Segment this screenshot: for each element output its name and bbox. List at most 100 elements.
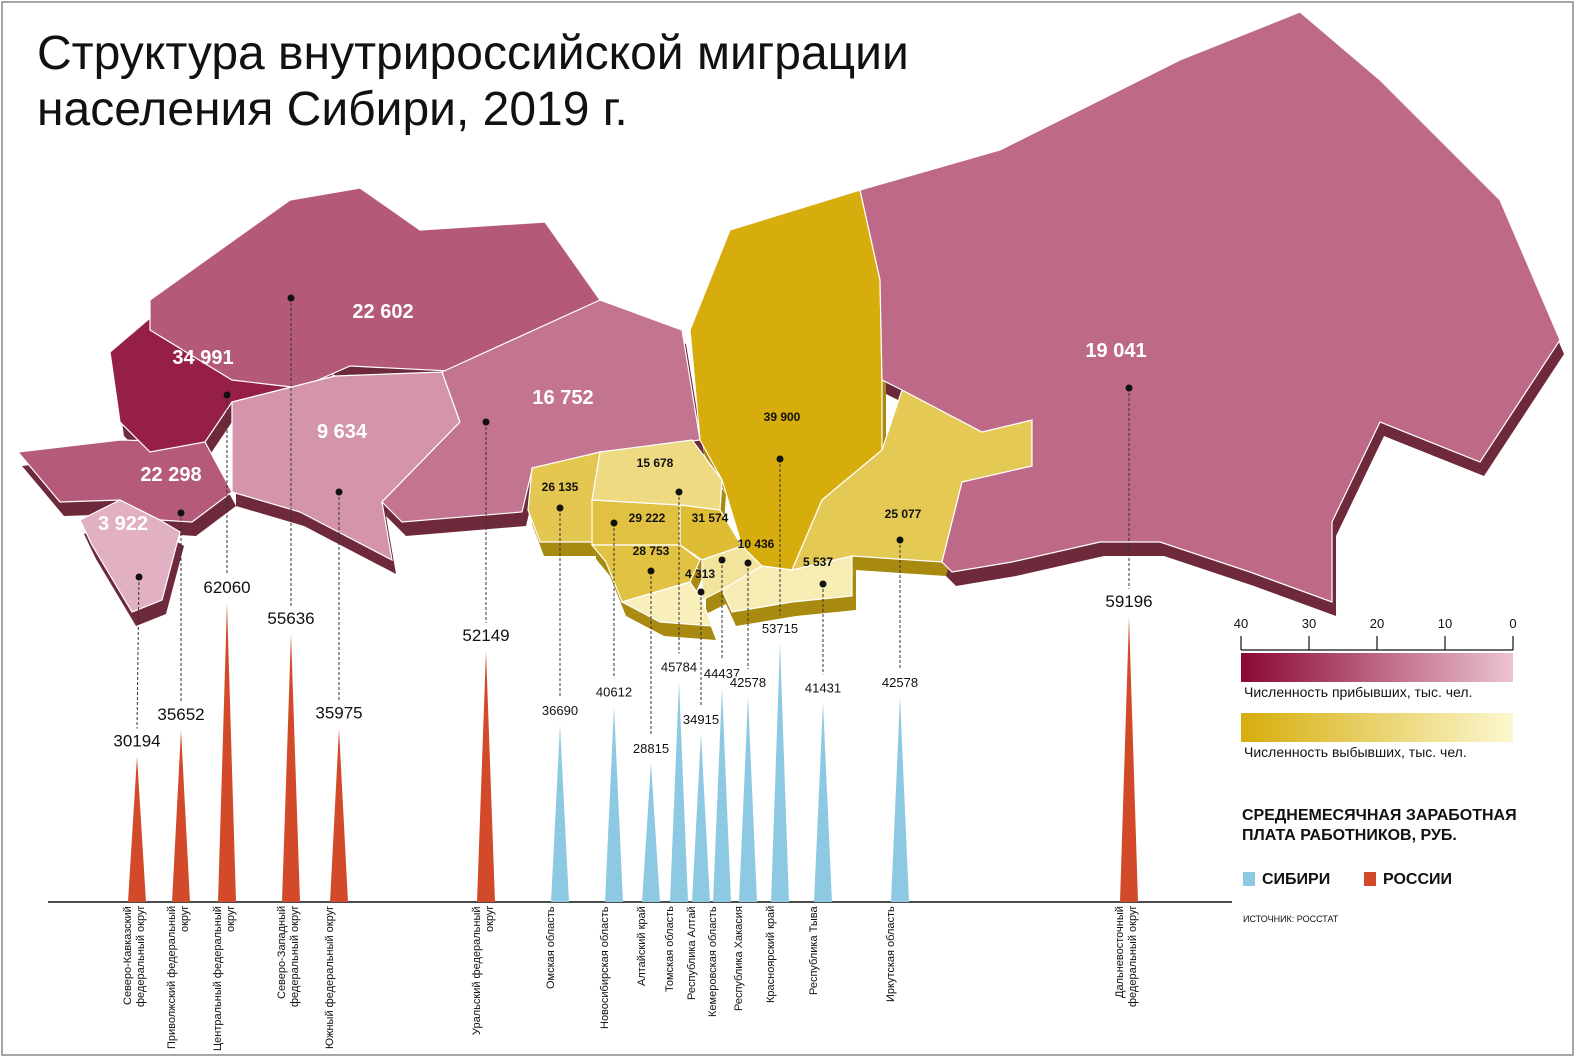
- spike-label: 42578: [730, 675, 766, 690]
- x-tick-label: Приволжский федеральный округ: [166, 906, 191, 1050]
- x-tick-label: Центральный федеральный округ: [212, 906, 237, 1051]
- region: [721, 555, 853, 613]
- region-label: 28 753: [633, 544, 670, 558]
- region: [527, 451, 601, 543]
- map-pin: [675, 488, 683, 496]
- colorbar-label: Численность прибывших, тыс. чел.: [1244, 684, 1472, 700]
- legend-swatch: [1243, 872, 1255, 886]
- region-label: 22 602: [352, 301, 413, 323]
- spike: [128, 756, 146, 902]
- map-pin: [1125, 384, 1133, 392]
- map-pin: [744, 559, 752, 567]
- x-tick-label: Алтайский край: [636, 906, 648, 986]
- spike: [551, 725, 569, 902]
- x-tick-label: Дальневосточный федеральный округ: [1114, 906, 1139, 1008]
- source: ИСТОЧНИК: РОССТАТ: [1243, 914, 1339, 924]
- spike: [891, 696, 909, 902]
- spike-label: 36690: [542, 703, 578, 718]
- colorbar-tick-label: 30: [1302, 616, 1316, 631]
- region-label: 5 537: [803, 555, 833, 569]
- colorbar-tick-label: 20: [1370, 616, 1384, 631]
- region-label: 19 041: [1085, 340, 1146, 362]
- x-tick-label: Республика Хакасия: [733, 906, 745, 1011]
- spike-label: 40612: [596, 684, 632, 699]
- colorbar-tick-label: 40: [1234, 616, 1248, 631]
- legend-label: РОССИИ: [1383, 871, 1452, 888]
- map-pin: [177, 509, 185, 517]
- spike: [172, 730, 190, 902]
- spike: [692, 733, 710, 902]
- x-tick-label: Уральский федеральный округ: [471, 906, 496, 1035]
- spike-label: 28815: [633, 741, 669, 756]
- spike-label: 59196: [1105, 592, 1152, 611]
- map-pin: [556, 504, 564, 512]
- spike: [1120, 616, 1138, 902]
- map-pin: [776, 455, 784, 463]
- spike-label: 53715: [762, 621, 798, 636]
- region-label: 4 313: [685, 567, 715, 581]
- region-label: 39 900: [764, 410, 801, 424]
- region-label: 15 678: [637, 456, 674, 470]
- spike-label: 35652: [157, 705, 204, 724]
- map-pin: [819, 580, 827, 588]
- region-label: 31 574: [692, 511, 729, 525]
- spike-label: 52149: [462, 626, 509, 645]
- region-label: 10 436: [738, 537, 775, 551]
- spike: [771, 643, 789, 902]
- spike-label: 45784: [661, 659, 697, 674]
- spike: [814, 702, 832, 902]
- spike: [330, 728, 348, 902]
- map: [16, 11, 1564, 640]
- region-label: 34 991: [172, 347, 233, 369]
- map-pin: [482, 418, 490, 426]
- x-tick-label: Омская область: [545, 906, 557, 989]
- x-tick-label: Южный федеральный округ: [324, 906, 336, 1050]
- map-pin: [335, 488, 343, 496]
- spike: [282, 633, 300, 902]
- spike: [477, 650, 495, 902]
- map-pin: [697, 588, 705, 596]
- colorbar-tick-label: 0: [1509, 616, 1516, 631]
- colorbar: [1241, 713, 1513, 742]
- region-label: 16 752: [532, 387, 593, 409]
- legend-title: СРЕДНЕМЕСЯЧНАЯ ЗАРАБОТНАЯ ПЛАТА РАБОТНИК…: [1242, 807, 1517, 844]
- colorbar: [1241, 653, 1513, 682]
- colorbar-label: Численность выбывших, тыс. чел.: [1244, 744, 1467, 760]
- spike-label: 42578: [882, 675, 918, 690]
- chart-title: Структура внутрироссийской миграции насе…: [37, 27, 909, 136]
- spike-label: 44437: [704, 666, 740, 681]
- spike: [670, 681, 688, 902]
- spike: [642, 763, 660, 902]
- map-pin: [135, 573, 143, 581]
- spike-label: 35975: [315, 704, 362, 723]
- legend-label: СИБИРИ: [1262, 871, 1330, 888]
- region-label: 22 298: [140, 464, 201, 486]
- colorbar-tick-label: 10: [1438, 616, 1452, 631]
- map-pin: [718, 556, 726, 564]
- leader-line: [136, 576, 140, 729]
- region: [859, 11, 1561, 603]
- map-pin: [610, 519, 618, 527]
- spike: [605, 706, 623, 902]
- spike-label: 30194: [113, 732, 160, 751]
- map-pin: [223, 391, 231, 399]
- map-pin: [647, 567, 655, 575]
- spike: [218, 603, 236, 902]
- x-tick-label: Красноярский край: [765, 906, 777, 1004]
- spike-label: 62060: [203, 578, 250, 597]
- region-label: 25 077: [885, 507, 922, 521]
- map-pin: [896, 536, 904, 544]
- spike-label: 41431: [805, 680, 841, 695]
- region-label: 3 922: [98, 513, 148, 535]
- spike-label: 34915: [683, 712, 719, 727]
- x-tick-label: Северо-Западный федеральный округ: [276, 906, 301, 1008]
- region: [620, 581, 713, 627]
- legend-swatch: [1364, 872, 1376, 886]
- x-tick-label: Новосибирская область: [599, 906, 611, 1029]
- spike-label: 55636: [267, 609, 314, 628]
